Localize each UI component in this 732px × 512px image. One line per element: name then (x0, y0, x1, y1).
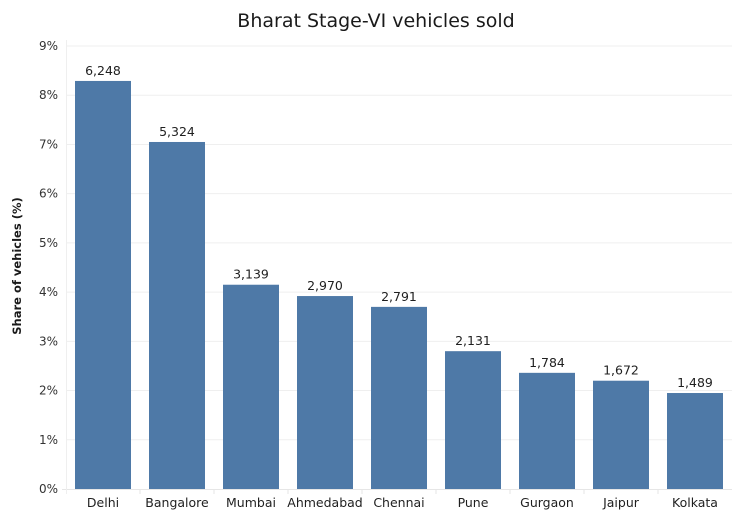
bar-kolkata (667, 393, 723, 489)
y-tick-label: 4% (39, 285, 58, 299)
data-label: 1,489 (677, 375, 713, 390)
bar-delhi (75, 80, 131, 489)
y-axis-label: Share of vehicles (%) (10, 197, 24, 334)
x-category-label: Chennai (373, 495, 424, 510)
bar-ahmedabad (297, 296, 353, 489)
y-tick-label: 8% (39, 88, 58, 102)
x-category-label: Delhi (87, 495, 119, 510)
y-tick-label: 5% (39, 236, 58, 250)
data-label: 1,672 (603, 363, 639, 378)
data-labels: 6,248 5,324 3,139 2,970 2,791 2,131 1,784 1,672… (85, 63, 713, 390)
bar-bangalore (149, 141, 205, 489)
bar-mumbai (223, 284, 279, 489)
data-label: 3,139 (233, 267, 269, 282)
y-tick-label: 2% (39, 384, 58, 398)
x-category-label: Bangalore (145, 495, 209, 510)
bar-gurgaon (519, 372, 575, 489)
x-category-label: Mumbai (226, 495, 276, 510)
y-tick-label: 0% (39, 482, 58, 496)
y-tick-label: 3% (39, 334, 58, 348)
chart-title: Bharat Stage-VI vehicles sold (237, 10, 514, 32)
y-axis-ticks: 0% 1% 2% 3% 4% 5% 6% 7% 8% 9% (39, 39, 58, 496)
data-label: 1,784 (529, 355, 565, 370)
x-axis-categories: Delhi Bangalore Mumbai Ahmedabad Chennai Pune… (87, 489, 718, 510)
y-tick-label: 7% (39, 137, 58, 151)
data-label: 2,791 (381, 289, 417, 304)
y-tick-label: 9% (39, 39, 58, 53)
y-tick-label: 6% (39, 187, 58, 201)
x-category-label: Gurgaon (520, 495, 574, 510)
bar-chennai (371, 306, 427, 489)
x-category-label: Ahmedabad (287, 495, 362, 510)
data-label: 2,131 (455, 333, 491, 348)
x-category-label: Kolkata (672, 495, 718, 510)
x-category-label: Jaipur (602, 495, 640, 510)
data-label: 2,970 (307, 278, 343, 293)
bar-pune (445, 351, 501, 489)
x-category-label: Pune (458, 495, 489, 510)
data-label: 5,324 (159, 124, 195, 139)
bar-jaipur (593, 380, 649, 489)
data-label: 6,248 (85, 63, 121, 78)
bars (75, 80, 723, 489)
y-tick-label: 1% (39, 433, 58, 447)
